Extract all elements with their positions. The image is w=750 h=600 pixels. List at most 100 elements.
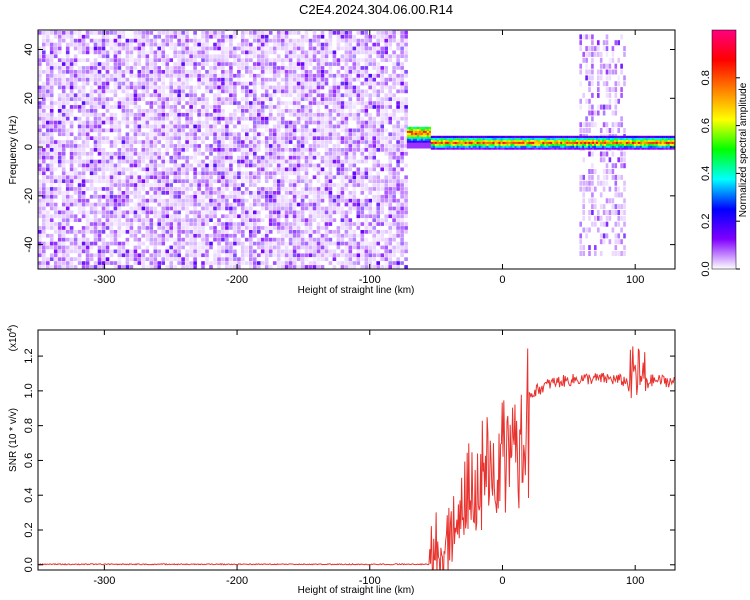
heatmap-cell	[65, 222, 70, 226]
heatmap-cell	[396, 77, 400, 82]
heatmap-cell	[97, 210, 102, 215]
heatmap-cell	[177, 31, 181, 35]
heatmap-cell	[588, 169, 591, 174]
heatmap-cell	[97, 120, 102, 125]
heatmap-cell	[157, 105, 161, 109]
heatmap-cell	[145, 58, 150, 62]
heatmap-cell	[205, 124, 209, 129]
heatmap-cell	[356, 226, 361, 230]
heatmap-cell	[69, 124, 74, 129]
heatmap-cell	[245, 171, 249, 176]
heatmap-cell	[241, 155, 245, 160]
heatmap-cell	[582, 128, 585, 133]
heatmap-cell	[245, 245, 249, 250]
heatmap-cell	[253, 155, 257, 160]
heatmap-cell	[89, 218, 94, 222]
heatmap-cell	[205, 42, 209, 47]
heatmap-cell	[396, 206, 400, 211]
heatmap-cell	[185, 222, 189, 226]
heatmap-cell	[205, 34, 209, 39]
heatmap-cell	[392, 265, 396, 269]
heatmap-cell	[296, 105, 301, 109]
heatmap-cell	[241, 241, 245, 246]
heatmap-cell	[372, 132, 376, 137]
heatmap-cell	[181, 179, 185, 183]
heatmap-cell	[376, 144, 380, 148]
heatmap-cell	[217, 140, 221, 144]
heatmap-cell	[61, 62, 66, 66]
heatmap-cell	[237, 81, 241, 86]
heatmap-cell	[585, 116, 588, 122]
heatmap-cell	[201, 93, 205, 98]
heatmap-cell	[81, 112, 86, 117]
heatmap-cell	[312, 34, 317, 39]
heatmap-cell	[157, 128, 161, 133]
heatmap-cell	[296, 54, 301, 59]
heatmap-cell	[233, 54, 237, 59]
heatmap-cell	[69, 214, 74, 219]
heatmap-cell	[392, 132, 396, 137]
heatmap-cell	[217, 105, 221, 109]
heatmap-cell	[69, 245, 74, 250]
heatmap-cell	[245, 109, 249, 113]
heatmap-cell	[217, 42, 221, 47]
heatmap-cell	[217, 218, 221, 222]
heatmap-cell	[284, 206, 289, 211]
heatmap-cell	[185, 34, 189, 39]
heatmap-cell	[368, 214, 372, 219]
heatmap-cell	[344, 70, 349, 74]
heatmap-cell	[113, 233, 118, 238]
heatmap-cell	[177, 187, 181, 191]
heatmap-cell	[368, 54, 372, 59]
heatmap-cell	[352, 144, 357, 148]
heatmap-cell	[360, 222, 365, 226]
heatmap-cell	[205, 50, 209, 55]
heatmap-cell	[352, 191, 357, 195]
heatmap-cell	[177, 38, 181, 43]
heatmap-cell	[185, 85, 189, 90]
heatmap-cell	[348, 241, 353, 246]
heatmap-cell	[272, 261, 277, 265]
heatmap-cell	[113, 249, 118, 254]
heatmap-cell	[129, 70, 134, 74]
heatmap-cell	[85, 109, 90, 113]
heatmap-cell	[268, 175, 273, 180]
heatmap-cell	[396, 151, 400, 156]
heatmap-cell	[260, 155, 265, 160]
heatmap-cell	[46, 175, 50, 180]
heatmap-cell	[117, 198, 122, 203]
heatmap-cell	[169, 214, 173, 219]
heatmap-cell	[245, 101, 249, 105]
heatmap-cell	[392, 34, 396, 39]
heatmap-cell	[201, 66, 205, 70]
heatmap-cell	[85, 50, 90, 55]
heatmap-cell	[225, 38, 229, 43]
heatmap-cell	[53, 261, 58, 265]
heatmap-cell	[257, 237, 261, 242]
heatmap-cell	[73, 58, 78, 62]
heatmap-cell	[121, 230, 126, 234]
heatmap-cell	[177, 226, 181, 230]
heatmap-cell	[93, 144, 98, 148]
heatmap-cell	[173, 89, 177, 94]
heatmap-cell	[316, 241, 321, 246]
heatmap-cell	[225, 128, 229, 133]
heatmap-cell	[284, 241, 289, 246]
heatmap-cell	[189, 261, 193, 265]
heatmap-cell	[149, 85, 154, 90]
heatmap-cell	[173, 112, 177, 117]
heatmap-cell	[209, 112, 213, 117]
heatmap-cell	[229, 159, 233, 164]
heatmap-cell	[46, 38, 50, 43]
heatmap-cell	[241, 194, 245, 199]
heatmap-cell	[113, 214, 118, 219]
heatmap-cell	[292, 261, 297, 265]
heatmap-cell	[69, 202, 74, 207]
heatmap-cell	[201, 31, 205, 35]
heatmap-cell	[599, 57, 603, 63]
heatmap-cell	[129, 167, 134, 172]
heatmap-cell	[352, 140, 357, 144]
heatmap-cell	[368, 116, 372, 121]
heatmap-cell	[614, 163, 618, 169]
heatmap-cell	[89, 124, 94, 129]
